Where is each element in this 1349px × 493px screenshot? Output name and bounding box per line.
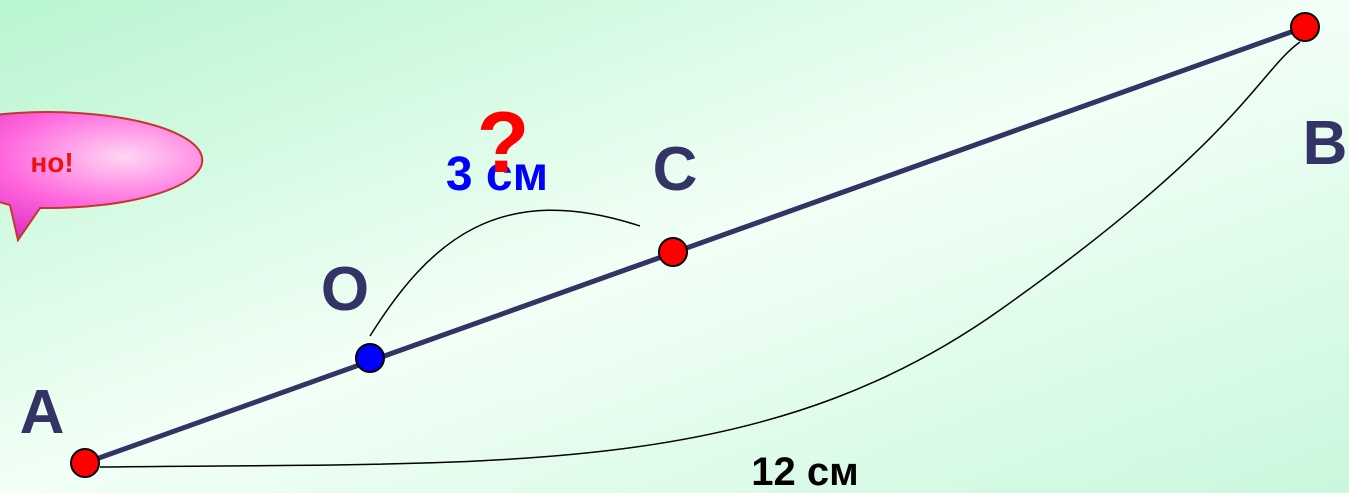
label-b: B (1303, 109, 1348, 178)
label-a: A (20, 378, 65, 447)
arc-ab (99, 41, 1301, 468)
segment-ab (84, 24, 1306, 466)
label-o: O (321, 255, 369, 324)
label-c: C (653, 135, 698, 204)
length-ab: 12 см (751, 450, 858, 493)
arc-oc (369, 209, 641, 337)
point-b (1290, 12, 1320, 42)
question-mark: ? (477, 95, 530, 191)
point-o (355, 343, 385, 373)
point-a (70, 448, 100, 478)
speech-bubble (0, 111, 204, 243)
point-c (658, 237, 688, 267)
bubble-text: но! (30, 147, 73, 178)
length-oc: 3 см (446, 148, 548, 201)
